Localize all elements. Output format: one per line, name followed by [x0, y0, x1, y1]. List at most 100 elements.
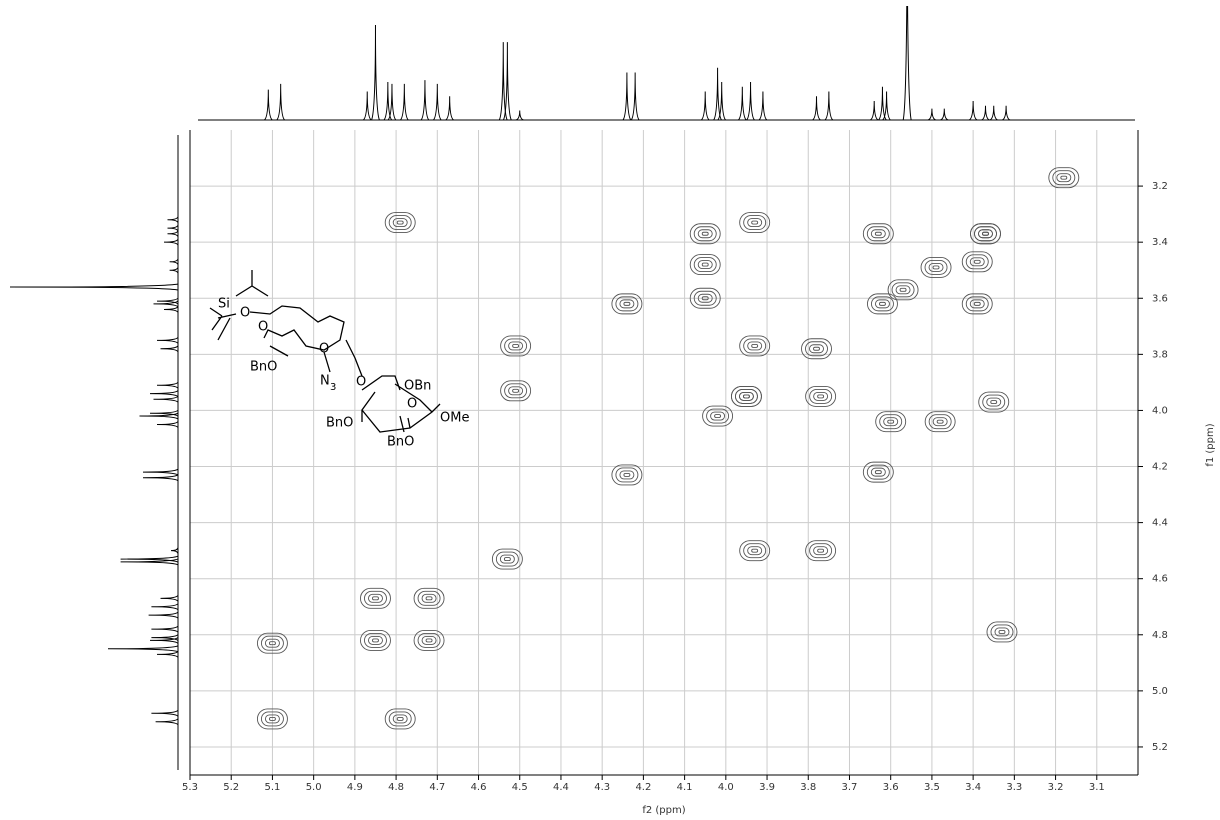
projection-peak — [107, 645, 179, 653]
y-tick-label: 4.4 — [1152, 518, 1168, 529]
contour-level — [730, 385, 762, 407]
projection-peak — [758, 91, 768, 121]
cross-peak — [961, 251, 993, 273]
contour-level — [396, 716, 404, 721]
x-tick-label: 3.1 — [1089, 782, 1105, 793]
x-tick-label: 4.9 — [347, 782, 363, 793]
x-tick-label: 3.4 — [965, 782, 981, 793]
contour-level — [697, 229, 713, 239]
contour-level — [866, 226, 890, 242]
contour-level — [879, 301, 886, 306]
atom-label: BnO — [387, 435, 414, 450]
contour-level — [986, 397, 1002, 407]
contour-level — [264, 638, 280, 648]
x-tick-label: 3.3 — [1006, 782, 1022, 793]
x-tick-label: 3.5 — [924, 782, 940, 793]
cross-peak — [384, 212, 416, 233]
contour-level — [751, 343, 759, 348]
contour-level — [623, 301, 631, 306]
contour-level — [503, 557, 511, 562]
projection-peak — [717, 81, 727, 121]
contour-level — [611, 464, 643, 486]
projection-peak — [167, 230, 179, 237]
projection-peak — [160, 595, 179, 602]
contour-level — [738, 391, 754, 401]
contour-level — [969, 257, 985, 267]
projection-peak — [148, 611, 179, 619]
contour-level — [895, 285, 911, 295]
cross-peak — [739, 540, 771, 562]
contour-level — [697, 293, 713, 303]
cross-peak — [986, 621, 1018, 643]
contour-level — [256, 708, 288, 730]
contour-level — [508, 386, 524, 396]
contour-level — [384, 212, 416, 233]
contour-level — [862, 461, 894, 483]
contour-level — [739, 212, 771, 233]
projection-peak — [156, 421, 179, 428]
projection-peak — [927, 108, 937, 121]
projection-peak — [371, 24, 380, 121]
y-tick-label: 4.8 — [1152, 630, 1168, 641]
x-tick-label: 3.9 — [759, 782, 775, 793]
contour-level — [360, 587, 391, 609]
contour-level — [751, 220, 759, 225]
contour-level — [738, 391, 754, 401]
contour-level — [986, 621, 1018, 643]
contour-level — [734, 388, 758, 404]
contour-level — [924, 259, 948, 275]
contour-level — [965, 254, 989, 270]
structure-bonds — [209, 270, 441, 433]
contour-level — [920, 256, 952, 278]
y-axis-label: f1 (ppm) — [1205, 423, 1216, 466]
contour-level — [413, 587, 445, 609]
cross-peak — [500, 380, 532, 402]
projection-peak — [167, 224, 179, 232]
contour-level — [809, 344, 824, 354]
projection-peak — [153, 300, 179, 308]
contour-level — [413, 629, 445, 651]
cross-peak — [920, 256, 952, 278]
cross-peak — [360, 587, 391, 609]
contour-level — [1060, 175, 1068, 180]
projection-peak — [981, 105, 990, 121]
x-tick-label: 5.0 — [306, 782, 322, 793]
projection-peak — [700, 91, 710, 121]
contour-level — [693, 257, 717, 273]
contour-level — [372, 596, 379, 601]
contour-level — [504, 338, 528, 354]
projection-peak — [163, 306, 179, 313]
contour-level — [994, 627, 1010, 637]
x-tick-label: 4.6 — [471, 782, 487, 793]
contour-level — [974, 226, 997, 242]
contour-level — [512, 343, 520, 348]
cross-peak — [739, 212, 771, 233]
cross-peak — [256, 708, 288, 730]
contour-level — [932, 265, 940, 270]
contour-level — [998, 630, 1006, 634]
contour-level — [891, 282, 915, 298]
contour-level — [425, 596, 433, 601]
projection-peak — [399, 83, 409, 121]
contour-level — [879, 414, 903, 430]
contour-level — [425, 638, 433, 643]
cross-peak — [384, 708, 416, 730]
projection-peak — [445, 96, 454, 121]
projection-peak — [167, 216, 179, 223]
atom-label: BnO — [326, 416, 353, 431]
contour-level — [734, 388, 758, 404]
cross-peak — [978, 391, 1010, 413]
x-tick-label: 3.2 — [1048, 782, 1064, 793]
atom-label: BnO — [250, 360, 277, 375]
contour-level — [813, 391, 829, 401]
contour-level — [260, 635, 284, 651]
atom-label: O — [356, 375, 366, 390]
projection-peak — [142, 474, 179, 482]
cross-peak — [875, 411, 907, 433]
projection-peak — [149, 409, 179, 417]
cross-peak — [805, 385, 837, 407]
projection-peak — [156, 336, 179, 344]
contour-level — [924, 411, 956, 433]
contour-level — [932, 417, 948, 427]
contour-level — [801, 338, 832, 360]
